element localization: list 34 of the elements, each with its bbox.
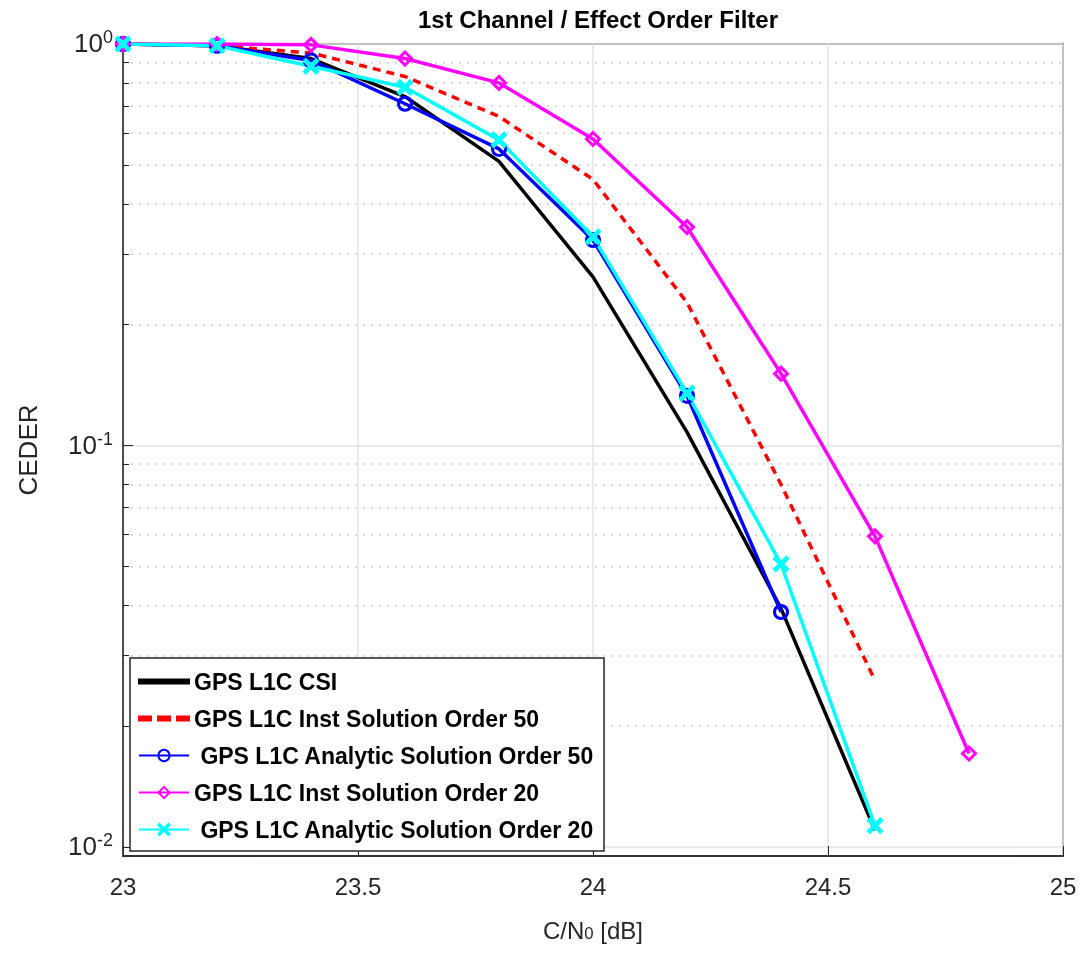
point <box>397 95 413 112</box>
y-tick-label: 10$^{-1}$ <box>68 428 113 460</box>
legend-label: GPS L1C Analytic Solution Order 50 <box>194 742 594 769</box>
x-axis-title: C/N0 [dB] <box>542 916 644 944</box>
point <box>585 130 601 147</box>
point <box>773 555 789 572</box>
point <box>679 219 695 236</box>
point <box>303 58 319 75</box>
point <box>397 79 413 96</box>
point <box>303 36 319 53</box>
point <box>585 232 601 248</box>
legend-label: GPS L1C Inst Solution Order 20 <box>194 779 540 806</box>
point <box>491 74 507 91</box>
legend-label: GPS L1C CSI <box>194 668 338 695</box>
x-tick-label: 25 <box>1049 872 1077 900</box>
point <box>491 131 507 148</box>
x-tick-label: 24 <box>579 872 607 900</box>
x-tick-label: 23 <box>109 872 137 900</box>
point <box>961 745 977 762</box>
legend-label: GPS L1C Analytic Solution Order 20 <box>194 816 594 843</box>
x-tick-label: 24.5 <box>804 872 852 900</box>
chart-title: 1st Channel / Effect Order Filter <box>417 5 779 33</box>
point <box>397 50 413 67</box>
point <box>303 52 319 69</box>
y-tick-label: 10$^{-2}$ <box>68 829 113 861</box>
y-tick-label: 10$^{0}$ <box>74 26 113 58</box>
x-tick-label: 23.5 <box>334 872 382 900</box>
y-axis-title: CEDER <box>13 404 43 496</box>
point <box>867 817 883 834</box>
point <box>867 528 883 545</box>
point <box>773 603 789 620</box>
point <box>773 365 789 382</box>
legend-label: GPS L1C Inst Solution Order 50 <box>194 705 540 732</box>
point <box>585 228 601 245</box>
